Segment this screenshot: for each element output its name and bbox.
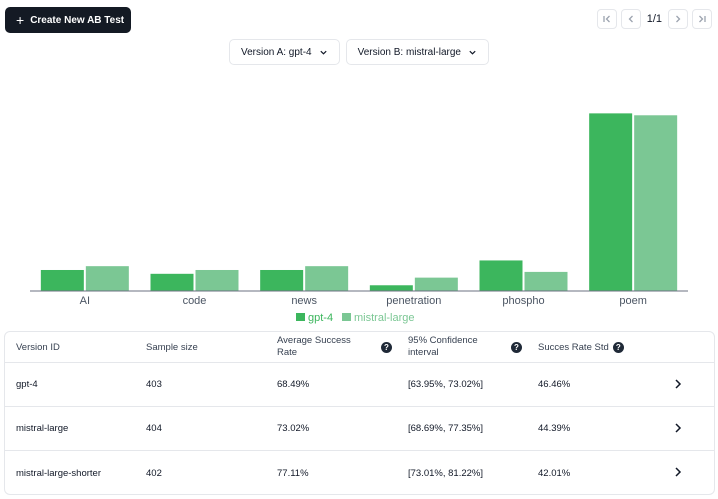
- x-tick-label: poem: [619, 295, 647, 307]
- first-page-icon: [603, 15, 610, 23]
- x-tick-label: phospho: [502, 295, 544, 307]
- x-tick-label: penetration: [386, 295, 441, 307]
- help-icon[interactable]: ?: [612, 341, 624, 353]
- table-row[interactable]: mistral-large 404 73.02% [68.69%, 77.35%…: [5, 407, 714, 451]
- pagination: 1/1: [596, 9, 712, 29]
- x-tick-label: news: [291, 295, 317, 307]
- confidence-interval-cell: [63.95%, 73.02%]: [408, 379, 483, 390]
- confidence-interval-cell: [68.69%, 77.35%]: [408, 423, 483, 434]
- last-page-button[interactable]: [692, 9, 712, 29]
- last-page-icon: [699, 15, 706, 23]
- ab-test-table: Version ID Sample size Average Success Ra…: [4, 331, 715, 495]
- sample-size-cell: 402: [146, 467, 162, 479]
- help-icon[interactable]: ?: [381, 342, 392, 353]
- header-confidence-interval: 95% Confidence interval: [408, 332, 478, 362]
- header-confidence-line2: interval: [408, 347, 439, 358]
- help-icon[interactable]: ?: [511, 342, 522, 353]
- version-id-cell: mistral-large-shorter: [16, 467, 101, 479]
- header-average-success: Average Success Rate: [277, 332, 351, 362]
- next-page-button[interactable]: [668, 9, 688, 29]
- legend-label: gpt-4: [308, 312, 333, 324]
- bar-gpt-4-AI: [40, 269, 84, 291]
- legend-swatch: [296, 313, 305, 321]
- header-version-id: Version ID: [16, 341, 60, 353]
- success-rate-std-cell: 42.01%: [538, 467, 571, 479]
- version-a-label: Version A: gpt-4: [241, 46, 312, 58]
- chevron-down-icon: [469, 50, 476, 55]
- header-average-success-line2: Rate: [277, 347, 298, 358]
- table-row[interactable]: mistral-large-shorter 402 77.11% [73.01%…: [5, 451, 714, 494]
- bar-mistral-large-AI: [85, 266, 129, 291]
- bar-mistral-large-code: [195, 269, 239, 291]
- bar-gpt-4-penetration: [369, 285, 413, 291]
- chevron-right-icon[interactable]: [672, 466, 684, 478]
- x-tick-label: code: [183, 295, 207, 307]
- header-success-rate-std-label: Succes Rate Std: [538, 341, 609, 353]
- average-success-cell: 68.49%: [277, 379, 310, 390]
- create-ab-test-button[interactable]: + Create New AB Test: [5, 7, 131, 33]
- bar-gpt-4-news: [260, 269, 304, 291]
- header-confidence-line1: 95% Confidence: [408, 335, 478, 346]
- chevron-left-icon: [628, 15, 633, 23]
- chevron-right-icon[interactable]: [672, 422, 684, 434]
- chevron-right-icon: [676, 15, 681, 23]
- version-selectors: Version A: gpt-4 Version B: mistral-larg…: [0, 39, 718, 65]
- legend-label: mistral-large: [354, 312, 415, 324]
- average-success-cell: 77.11%: [277, 467, 309, 479]
- header-sample-size: Sample size: [146, 341, 198, 353]
- version-id-cell: gpt-4: [16, 379, 38, 390]
- bar-mistral-large-penetration: [414, 277, 458, 291]
- bar-chart: AI code news penetration phospho poem gpt-4 mis…: [30, 113, 688, 324]
- average-success-cell: 73.02%: [277, 423, 310, 434]
- bar-gpt-4-code: [150, 273, 194, 291]
- bar-mistral-large-news: [305, 266, 349, 291]
- version-b-label: Version B: mistral-large: [357, 46, 461, 58]
- bar-gpt-4-phospho: [479, 260, 523, 291]
- table-row[interactable]: gpt-4 403 68.49% [63.95%, 73.02%] 46.46%: [5, 363, 714, 407]
- legend-swatch: [342, 313, 351, 321]
- bar-gpt-4-poem: [589, 113, 633, 291]
- x-tick-label: AI: [80, 295, 90, 307]
- table-header: Version ID Sample size Average Success Ra…: [5, 332, 714, 363]
- create-ab-test-label: Create New AB Test: [30, 14, 125, 26]
- confidence-interval-cell: [73.01%, 81.22%]: [408, 467, 483, 479]
- header-success-rate-std: Succes Rate Std ?: [538, 332, 624, 362]
- header-average-success-line1: Average Success: [277, 335, 351, 346]
- sample-size-cell: 404: [146, 423, 162, 434]
- plus-icon: +: [16, 12, 25, 28]
- version-b-select[interactable]: Version B: mistral-large: [345, 39, 489, 65]
- version-a-select[interactable]: Version A: gpt-4: [229, 39, 340, 65]
- version-id-cell: mistral-large: [16, 423, 69, 434]
- bar-mistral-large-poem: [634, 115, 678, 291]
- success-rate-std-cell: 44.39%: [538, 423, 571, 434]
- first-page-button[interactable]: [596, 9, 617, 29]
- sample-size-cell: 403: [146, 379, 162, 390]
- legend-item-mistral-large[interactable]: mistral-large: [342, 312, 415, 324]
- legend-item-gpt-4[interactable]: gpt-4: [296, 312, 333, 324]
- chevron-down-icon: [319, 50, 327, 55]
- bar-mistral-large-phospho: [524, 271, 568, 291]
- chevron-right-icon[interactable]: [672, 378, 684, 390]
- success-rate-std-cell: 46.46%: [538, 379, 571, 390]
- page-indicator: 1/1: [646, 13, 662, 25]
- previous-page-button[interactable]: [620, 9, 641, 29]
